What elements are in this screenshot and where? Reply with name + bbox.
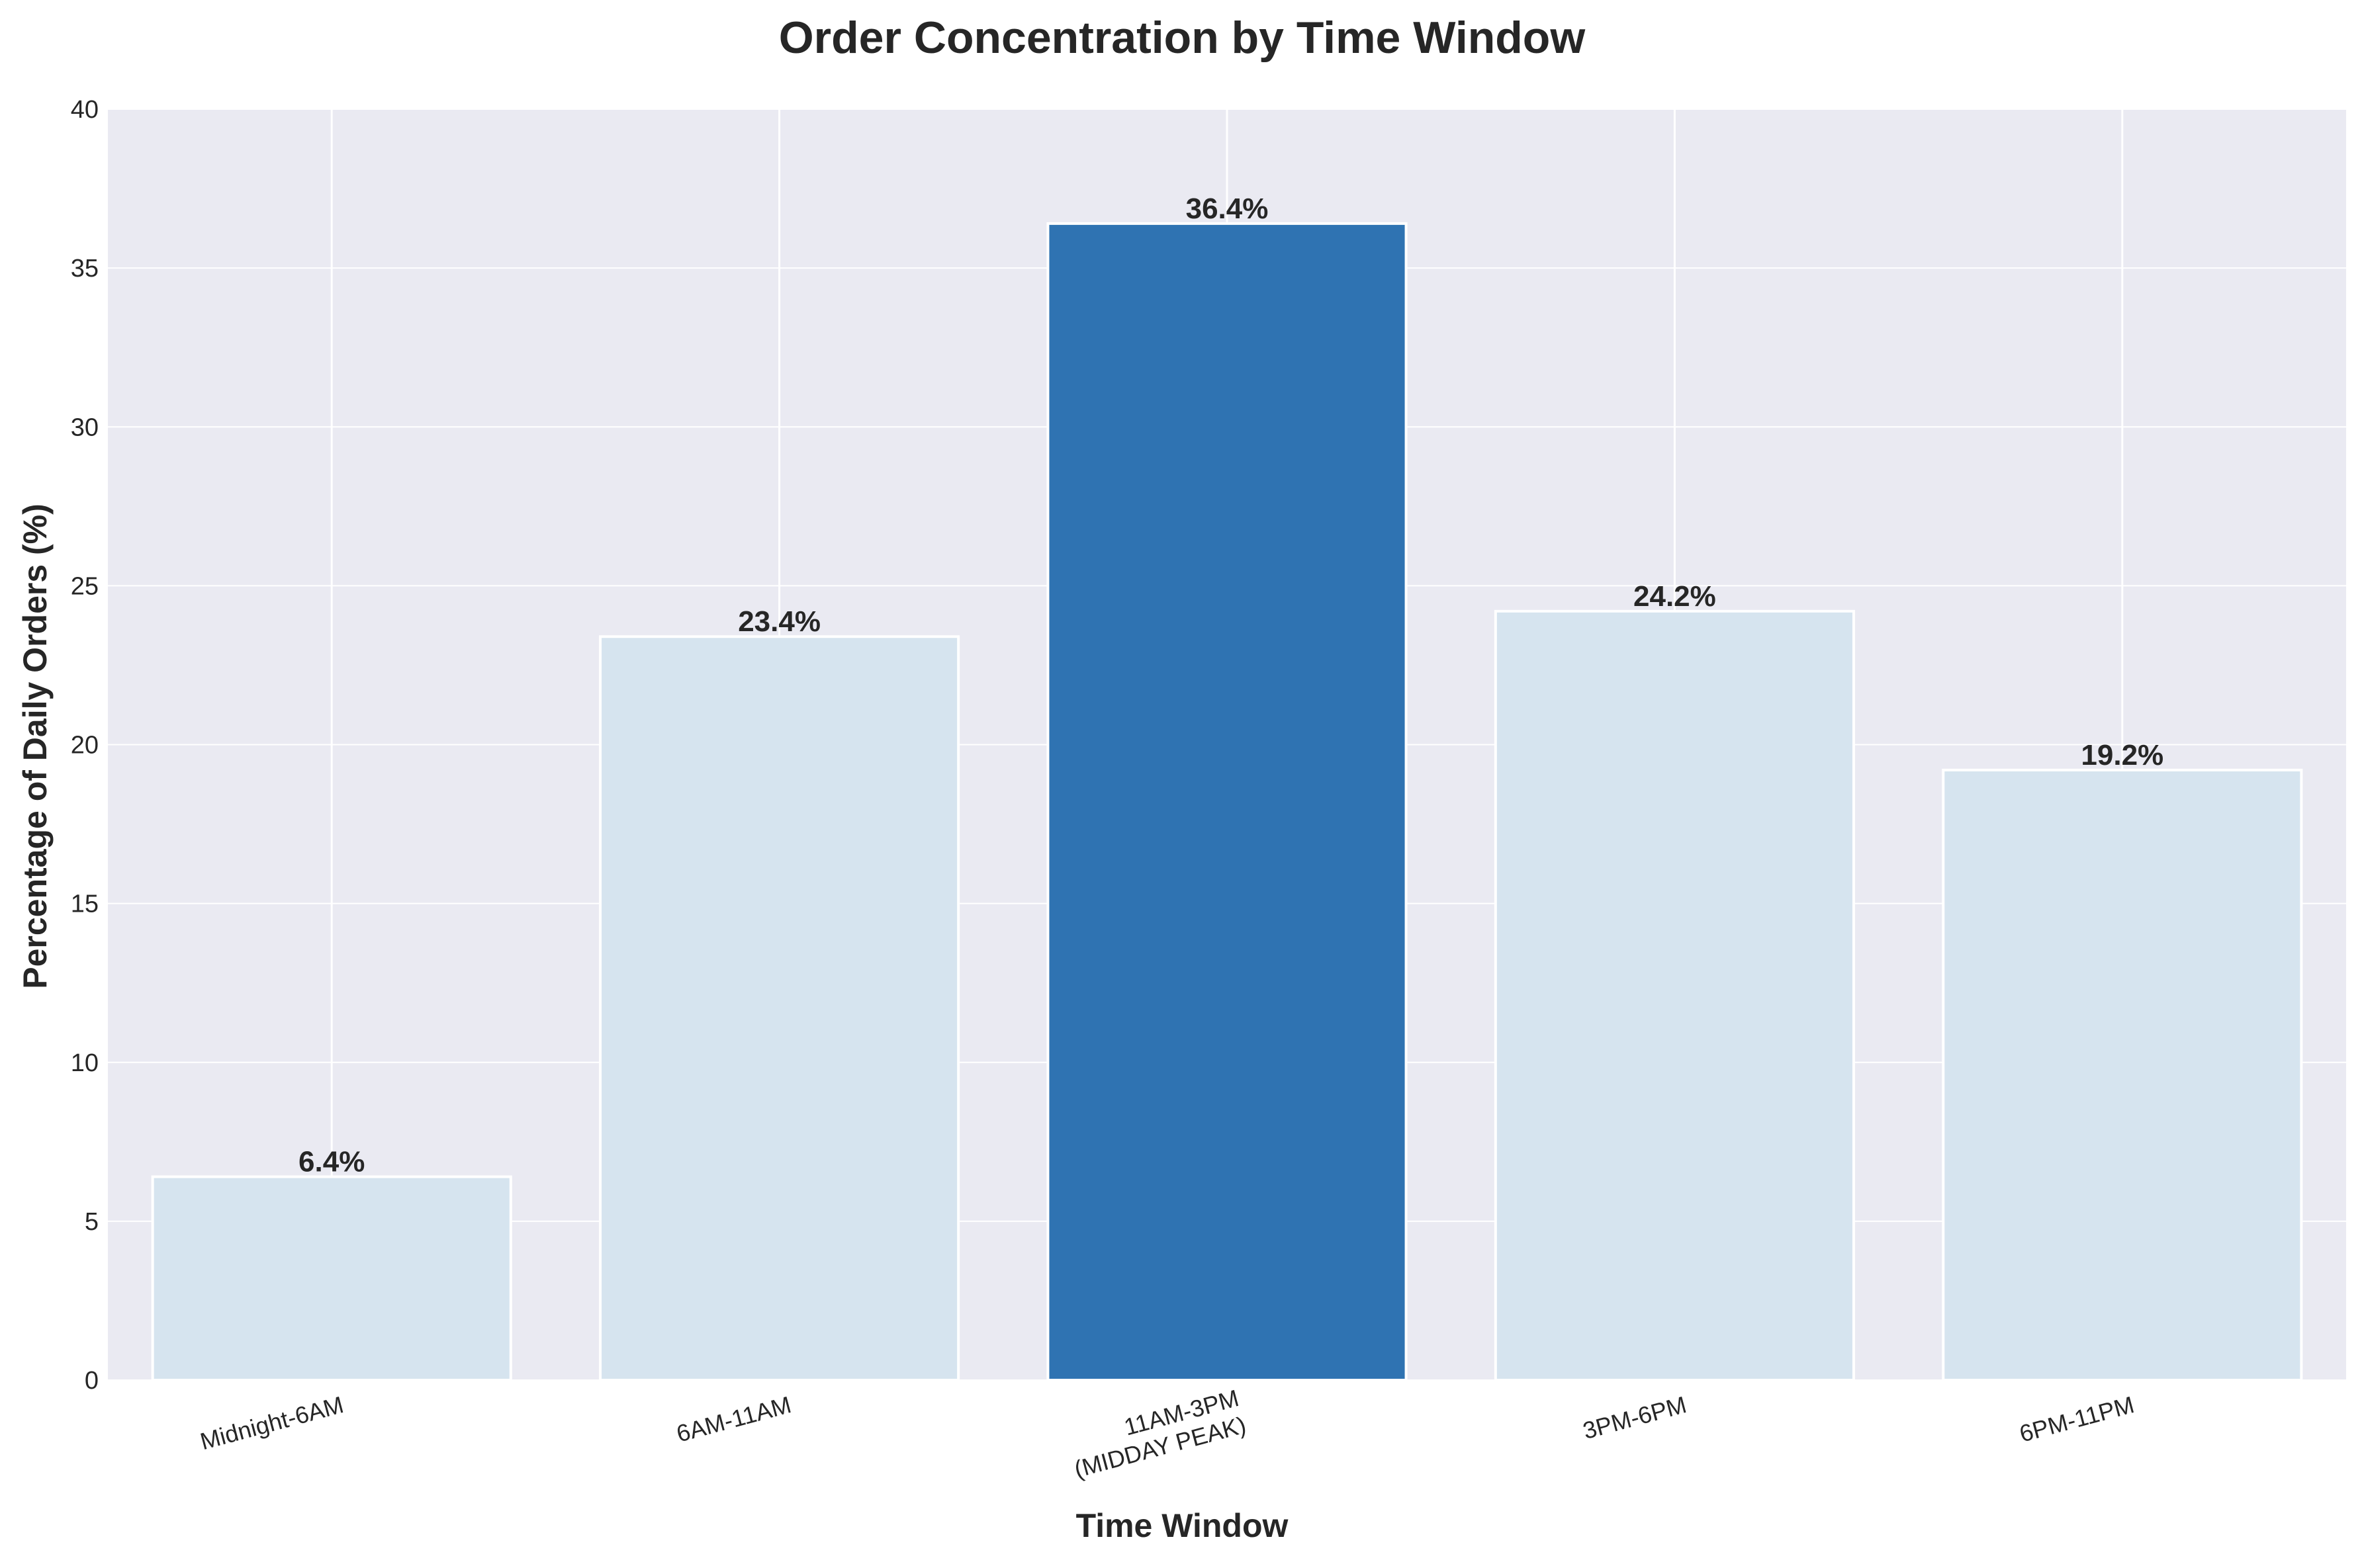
bar-value-label: 23.4% [738, 605, 821, 638]
y-tick-label: 40 [71, 96, 99, 124]
x-tick-label: 6PM-11PM [2017, 1391, 2137, 1448]
bar [1494, 609, 1855, 1381]
bar-value-label: 19.2% [2081, 739, 2163, 771]
y-axis-label: Percentage of Daily Orders (%) [17, 503, 54, 989]
y-tick-label: 25 [71, 572, 99, 600]
bars [151, 222, 2303, 1382]
y-tick-label: 30 [71, 414, 99, 441]
x-tick-label: 3PM-6PM [1580, 1391, 1689, 1444]
y-axis-ticks: 0 5 10 15 20 25 30 35 40 [71, 96, 99, 1395]
bar-value-label: 24.2% [1633, 580, 1716, 613]
bar [599, 635, 960, 1382]
bar [151, 1175, 512, 1381]
y-tick-label: 20 [71, 732, 99, 760]
y-tick-label: 15 [71, 891, 99, 918]
y-tick-label: 0 [85, 1367, 99, 1395]
x-tick-label: 6AM-11AM [674, 1391, 794, 1448]
bar-value-label: 36.4% [1186, 193, 1269, 225]
y-tick-label: 10 [71, 1049, 99, 1077]
y-tick-label: 5 [85, 1208, 99, 1236]
chart-title: Order Concentration by Time Window [779, 13, 1586, 63]
x-axis-ticks: Midnight-6AM 6AM-11AM 11AM-3PM(MIDDAY PEAK… [197, 1384, 2137, 1483]
value-labels: 6.4% 23.4% 36.4% 24.2% 19.2% [298, 193, 2163, 1178]
y-tick-label: 35 [71, 255, 99, 283]
x-tick-label: Midnight-6AM [197, 1391, 346, 1455]
x-axis-label: Time Window [1076, 1507, 1289, 1544]
bar-value-label: 6.4% [298, 1146, 365, 1178]
x-tick-label: 11AM-3PM(MIDDAY PEAK) [1064, 1384, 1249, 1483]
bar [1942, 768, 2303, 1382]
bar [1046, 222, 1408, 1381]
